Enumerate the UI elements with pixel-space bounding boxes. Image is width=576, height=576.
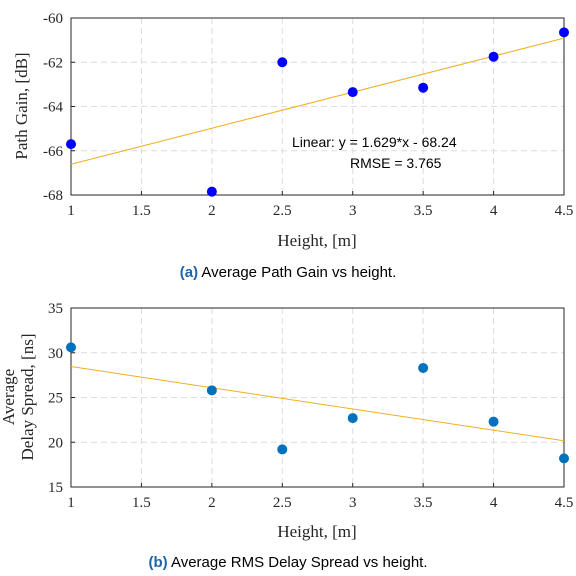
x-tick-label: 3.5 — [414, 495, 433, 511]
linear-fit-line — [70, 37, 565, 165]
y-tick-label: -60 — [43, 11, 63, 27]
y-axis-label-line1: Average — [0, 369, 18, 425]
linear-fit-line — [70, 366, 565, 442]
x-tick-label: 4 — [490, 495, 498, 511]
data-point — [559, 453, 569, 464]
data-point — [418, 362, 429, 373]
y-tick-label: -62 — [43, 55, 63, 71]
caption-text: Average Path Gain vs height. — [198, 264, 396, 281]
data-point — [66, 139, 76, 150]
x-tick-label: 1.5 — [132, 203, 151, 219]
y-tick-label: -64 — [43, 100, 63, 116]
y-tick-label: 25 — [48, 391, 63, 407]
x-tick-label: 3 — [349, 495, 357, 511]
data-point — [488, 51, 499, 62]
y-tick-label: 20 — [48, 435, 63, 451]
data-point — [277, 444, 288, 455]
x-tick-label: 4.5 — [555, 495, 574, 511]
caption: (b) Average RMS Delay Spread vs height. — [148, 554, 427, 571]
path-gain-chart: 1 1.5 2 2.5 3 3.5 4 4.5 -68 -66 -64 -62 -60 Linear: … — [12, 11, 573, 281]
x-axis-label: Height, [m] — [277, 231, 356, 250]
data-point — [277, 57, 288, 68]
y-tick-label: 15 — [48, 480, 63, 496]
caption: (a) Average Path Gain vs height. — [180, 264, 397, 281]
x-tick-label: 2 — [208, 203, 216, 219]
data-point — [66, 342, 76, 353]
delay-spread-chart: 1 1.5 2 2.5 3 3.5 4 4.5 15 20 25 30 35 Height, [m] A… — [0, 301, 573, 571]
data-point — [559, 27, 569, 38]
x-tick-label: 3.5 — [414, 203, 433, 219]
x-tick-label: 4.5 — [555, 203, 574, 219]
y-tick-label: -66 — [43, 144, 63, 160]
x-tick-label: 2.5 — [273, 495, 292, 511]
caption-text: Average RMS Delay Spread vs height. — [168, 554, 428, 571]
fit-equation: Linear: y = 1.629*x - 68.24 — [292, 134, 457, 150]
x-axis-label: Height, [m] — [277, 522, 356, 541]
fit-rmse: RMSE = 3.765 — [350, 155, 442, 171]
y-tick-label: -68 — [43, 188, 63, 204]
x-tick-label: 1 — [67, 495, 75, 511]
data-point — [488, 416, 499, 427]
x-tick-label: 3 — [349, 203, 357, 219]
data-point — [347, 87, 358, 98]
y-tick-label: 30 — [48, 346, 63, 362]
x-tick-label: 2.5 — [273, 203, 292, 219]
data-point — [206, 186, 217, 197]
caption-tag: (a) — [180, 264, 198, 281]
caption-tag: (b) — [148, 554, 167, 571]
data-point — [347, 413, 358, 424]
data-point — [418, 82, 429, 93]
x-tick-label: 1.5 — [132, 495, 151, 511]
y-axis-label-line2: Delay Spread, [ns] — [18, 334, 37, 461]
x-tick-label: 1 — [67, 203, 75, 219]
y-axis-label: Path Gain, [dB] — [12, 52, 31, 159]
y-tick-label: 35 — [48, 301, 63, 317]
x-tick-label: 4 — [490, 203, 498, 219]
x-tick-label: 2 — [208, 495, 216, 511]
data-point — [206, 385, 217, 396]
